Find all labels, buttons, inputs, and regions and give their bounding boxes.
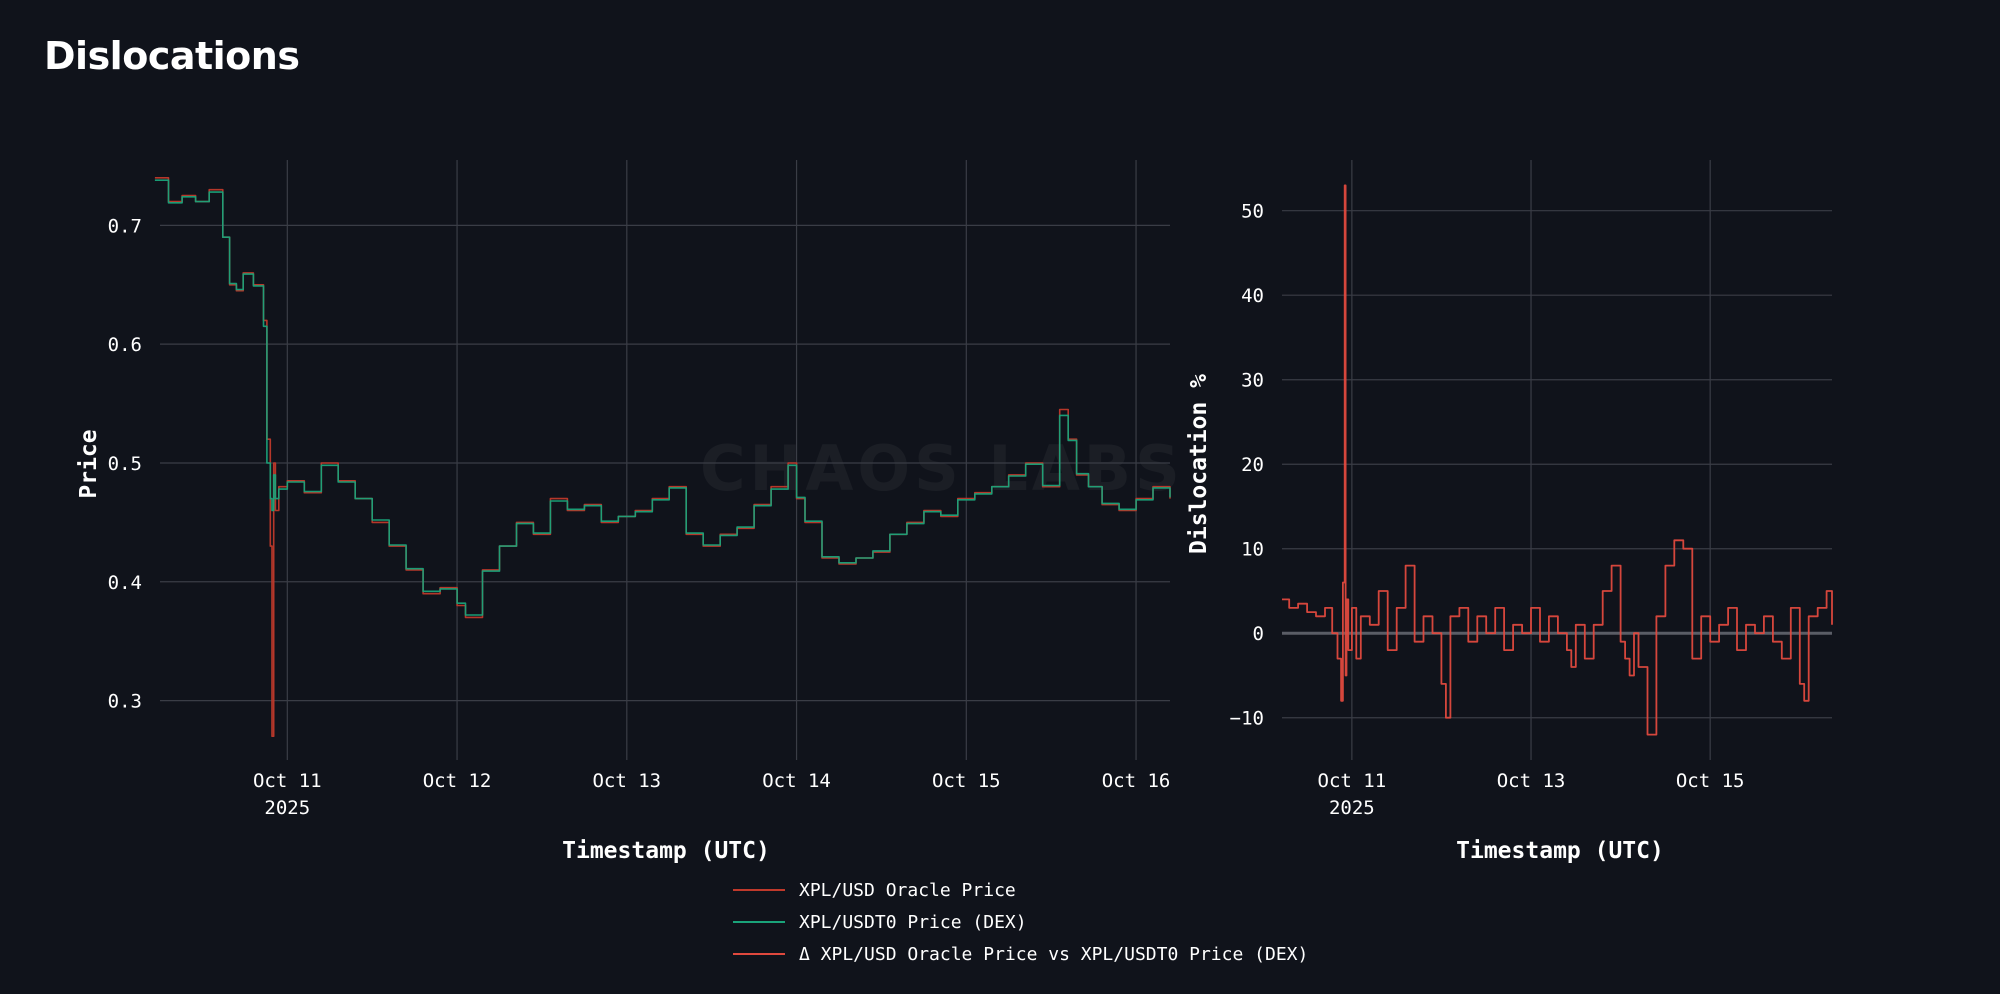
- dislocation-chart: Oct 11 2025 Oct 13 Oct 15 −10 0 10 20 30 40 50 Ti…: [1186, 160, 1833, 864]
- price-y-tick-label: 0.3: [108, 691, 142, 713]
- series-line-xpl-usdt0-price-dex: [154, 179, 1171, 616]
- price-x-tick-sublabel: 2025: [264, 797, 310, 819]
- price-x-gridlines: [286, 160, 1137, 760]
- price-x-axis-title: Timestamp (UTC): [562, 838, 770, 864]
- dislocation-y-tick-label: 40: [1241, 285, 1264, 307]
- price-chart: Oct 11 2025 Oct 12 Oct 13 Oct 14 Oct 15 Oct 16…: [76, 160, 1171, 864]
- legend-label-delta: Δ XPL/USD Oracle Price vs XPL/USDT0 Pric…: [799, 943, 1309, 965]
- dislocation-y-tick-label: 10: [1241, 539, 1264, 561]
- price-series-group: [154, 177, 1171, 737]
- dislocation-x-axis-title: Timestamp (UTC): [1456, 838, 1664, 864]
- dislocation-y-tick-label: 50: [1241, 201, 1264, 223]
- dislocation-x-tick-label: Oct 13: [1497, 770, 1566, 792]
- legend-item-dex-price[interactable]: XPL/USDT0 Price (DEX): [733, 906, 1308, 938]
- dislocation-x-tick-sublabel: 2025: [1329, 797, 1375, 819]
- price-x-tick-label: Oct 13: [592, 770, 661, 792]
- price-y-tick-label: 0.4: [108, 572, 142, 594]
- price-y-tick-label: 0.6: [108, 334, 142, 356]
- chaos-labs-watermark: CHAOS LABS: [700, 432, 1184, 505]
- page-title: Dislocations: [44, 34, 300, 78]
- chart-legend: XPL/USD Oracle Price XPL/USDT0 Price (DE…: [733, 874, 1308, 970]
- dislocation-y-tick-label: −10: [1230, 708, 1264, 730]
- price-x-tick-label: Oct 11: [253, 770, 322, 792]
- series-line-xpl-usd-oracle-price-vs-xpl-usdt0-price-dex: [1282, 184, 1833, 736]
- dislocation-series-group: [1282, 184, 1833, 736]
- price-x-tick-label: Oct 12: [423, 770, 492, 792]
- dislocation-y-gridlines: [1282, 210, 1832, 719]
- price-x-tick-labels: Oct 11 2025 Oct 12 Oct 13 Oct 14 Oct 15 Oct 16: [253, 770, 1170, 819]
- dislocation-x-tick-labels: Oct 11 2025 Oct 13 Oct 15: [1318, 770, 1745, 819]
- price-x-tick-label: Oct 16: [1102, 770, 1171, 792]
- legend-item-oracle-price[interactable]: XPL/USD Oracle Price: [733, 874, 1308, 906]
- legend-label-dex: XPL/USDT0 Price (DEX): [799, 911, 1027, 933]
- legend-swatch-dex: [733, 921, 785, 923]
- dislocation-x-tick-label: Oct 15: [1676, 770, 1745, 792]
- price-y-tick-label: 0.5: [108, 453, 142, 475]
- price-x-tick-label: Oct 15: [932, 770, 1001, 792]
- legend-label-oracle: XPL/USD Oracle Price: [799, 879, 1016, 901]
- dislocation-y-tick-label: 30: [1241, 370, 1264, 392]
- dislocation-x-gridlines: [1351, 160, 1711, 760]
- dislocation-y-axis-title: Dislocation %: [1186, 374, 1212, 554]
- price-y-axis-title: Price: [76, 429, 102, 498]
- price-y-tick-labels: 0.3 0.4 0.5 0.6 0.7: [108, 215, 142, 712]
- price-x-tick-label: Oct 14: [762, 770, 831, 792]
- legend-swatch-oracle: [733, 889, 785, 891]
- dislocation-x-tick-label: Oct 11: [1318, 770, 1387, 792]
- dislocation-y-tick-labels: −10 0 10 20 30 40 50: [1230, 201, 1264, 730]
- legend-swatch-delta: [733, 953, 785, 955]
- legend-item-delta[interactable]: Δ XPL/USD Oracle Price vs XPL/USDT0 Pric…: [733, 938, 1308, 970]
- dislocation-y-tick-label: 0: [1253, 623, 1264, 645]
- price-y-gridlines: [160, 224, 1170, 702]
- price-y-tick-label: 0.7: [108, 215, 142, 237]
- dislocation-y-tick-label: 20: [1241, 454, 1264, 476]
